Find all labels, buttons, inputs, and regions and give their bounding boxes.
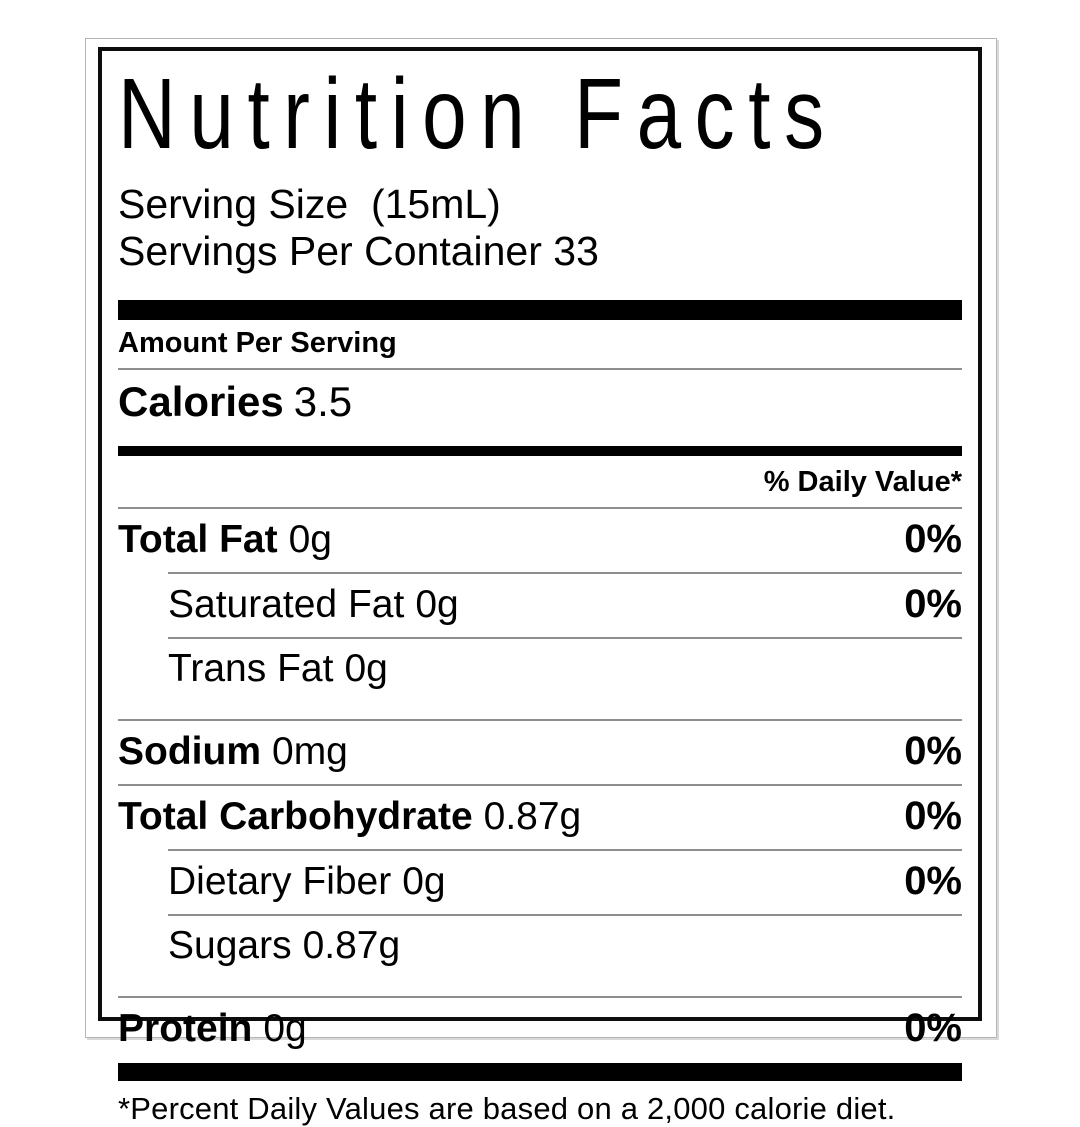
nutrient-daily-value: 0% — [904, 859, 962, 904]
nutrient-name: Dietary Fiber — [168, 860, 392, 904]
nutrient-row-trans-fat: Trans Fat 0g — [118, 639, 962, 719]
daily-value-footnote: *Percent Daily Values are based on a 2,0… — [118, 1091, 896, 1127]
serving-info: Serving Size (15mL) Servings Per Contain… — [118, 181, 962, 274]
nutrient-name: Sugars — [168, 924, 292, 968]
nutrition-facts-label: Nutrition Facts Serving Size (15mL) Serv… — [98, 47, 982, 1126]
nutrient-daily-value: 0% — [904, 729, 962, 774]
nutrient-row-total-fat: Total Fat 0g 0% — [118, 509, 962, 572]
divider — [118, 784, 962, 787]
nutrient-amount: 0g — [288, 518, 332, 562]
nutrient-row-protein: Protein 0g 0% — [118, 998, 962, 1061]
divider — [168, 572, 962, 575]
nutrient-row-saturated-fat: Saturated Fat 0g 0% — [118, 574, 962, 637]
nutrient-name: Protein — [118, 1007, 253, 1051]
calories-value: 3.5 — [293, 378, 353, 426]
nutrient-name: Trans Fat — [168, 647, 334, 691]
nutrient-daily-value: 0% — [904, 517, 962, 562]
nutrient-name: Total Carbohydrate — [118, 795, 473, 839]
nutrient-amount: 0.87g — [302, 924, 401, 968]
divider — [118, 507, 962, 510]
nutrient-amount: 0.87g — [483, 795, 582, 839]
nutrient-daily-value: 0% — [904, 582, 962, 627]
nutrient-amount: 0g — [344, 647, 388, 691]
servings-per-container: Servings Per Container 33 — [118, 227, 599, 274]
divider — [168, 849, 962, 852]
nutrient-daily-value: 0% — [904, 794, 962, 839]
amount-per-serving-heading: Amount Per Serving — [118, 327, 397, 360]
nutrient-amount: 0g — [415, 583, 459, 627]
nutrient-row-sodium: Sodium 0mg 0% — [118, 721, 962, 784]
nutrient-name: Total Fat — [118, 518, 278, 562]
nutrient-amount: 0mg — [272, 730, 348, 774]
divider — [118, 719, 962, 722]
nutrient-name: Sodium — [118, 730, 261, 774]
serving-size: Serving Size (15mL) — [118, 181, 501, 227]
nutrient-name: Saturated Fat — [168, 583, 405, 627]
divider — [168, 914, 962, 917]
nutrient-row-dietary-fiber: Dietary Fiber 0g 0% — [118, 851, 962, 914]
label-title: Nutrition Facts — [118, 58, 838, 170]
calories-label: Calories — [118, 378, 284, 426]
nutrient-row-total-carbohydrate: Total Carbohydrate 0.87g 0% — [118, 786, 962, 849]
daily-value-header: % Daily Value* — [763, 466, 962, 499]
separator-bar-thick-bottom — [118, 1063, 962, 1082]
divider — [168, 637, 962, 640]
nutrient-daily-value: 0% — [904, 1006, 962, 1051]
calories-row: Calories 3.5 — [118, 370, 962, 446]
nutrient-amount: 0g — [402, 860, 446, 904]
divider — [118, 996, 962, 999]
nutrient-amount: 0g — [263, 1007, 307, 1051]
separator-bar-thick-top — [118, 300, 962, 321]
divider — [118, 368, 962, 371]
separator-bar-mid — [118, 446, 962, 457]
nutrient-row-sugars: Sugars 0.87g — [118, 916, 962, 996]
label-outer-frame: Nutrition Facts Serving Size (15mL) Serv… — [85, 38, 997, 1126]
